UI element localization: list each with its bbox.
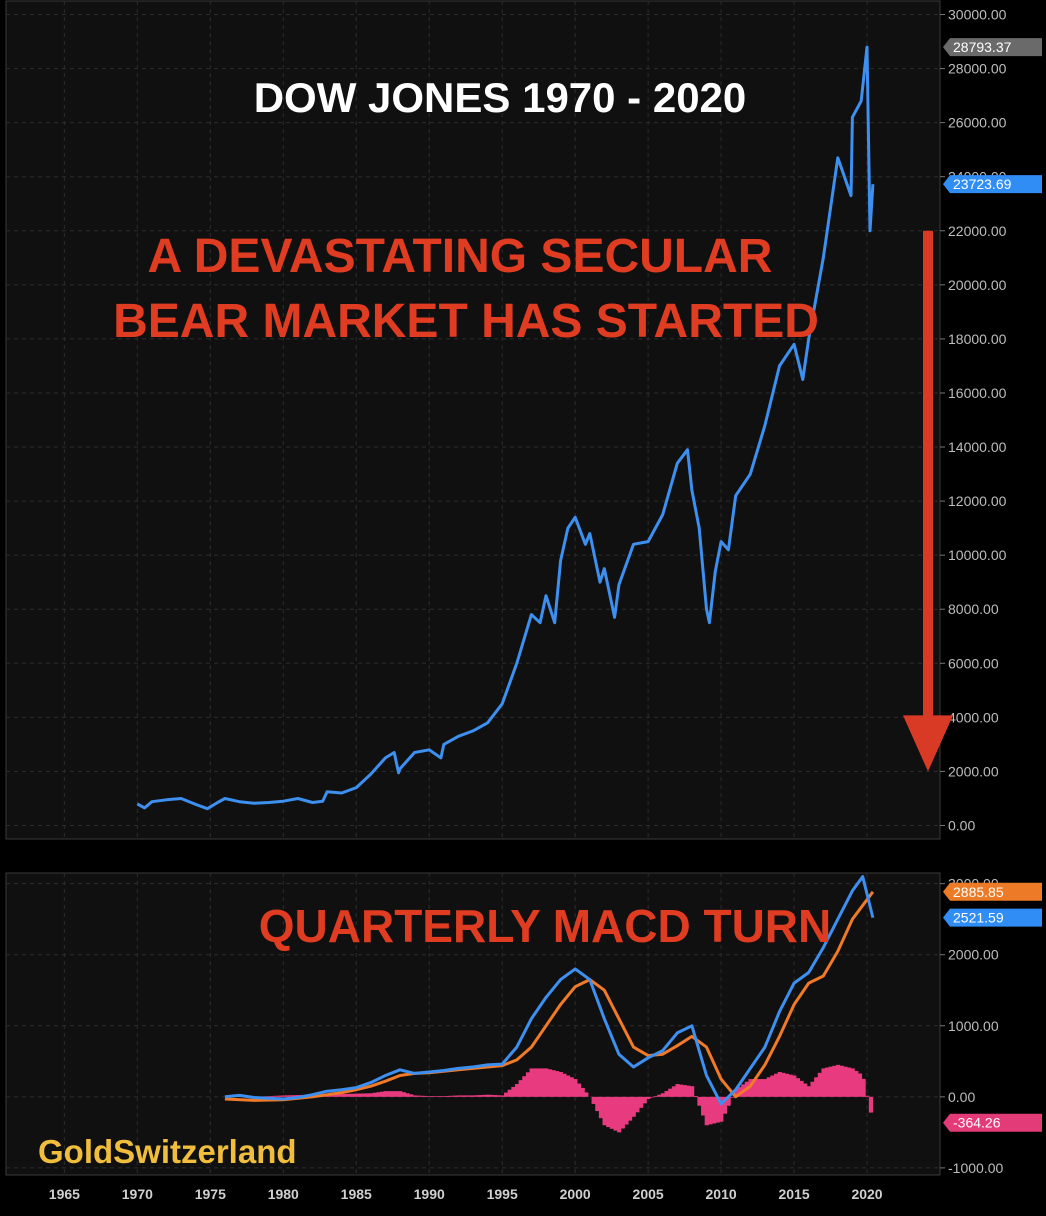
macd-line	[224, 875, 875, 1106]
bear-market-annotation-line-2: BEAR MARKET HAS STARTED	[113, 295, 819, 348]
price-tick-label: 28000.00	[948, 61, 1007, 77]
price-tag	[943, 175, 1042, 194]
x-tick-label: 1975	[195, 1186, 226, 1202]
price-tag	[943, 38, 1042, 57]
price-tag-label: 28793.37	[953, 39, 1012, 55]
price-tick-label: 4000.00	[948, 709, 999, 725]
x-tick-label: 1995	[487, 1186, 518, 1202]
price-tag-label: 23723.69	[953, 176, 1012, 192]
price-tag	[943, 882, 1042, 901]
price-axis-ticks: 30000.0028000.0026000.0024000.0022000.00…	[940, 7, 1007, 833]
price-tag	[943, 908, 1042, 927]
x-tick-label: 2010	[706, 1186, 737, 1202]
x-tick-label: 2020	[851, 1186, 882, 1202]
price-tick-label: 14000.00	[948, 439, 1007, 455]
price-tick-label: 30000.00	[948, 7, 1007, 23]
price-tick-label: 6000.00	[948, 655, 999, 671]
macd-tags: 2885.85 2521.59 -364.26	[943, 882, 1042, 1132]
price-tick-label: 8000.00	[948, 601, 999, 617]
x-tick-label: 2005	[633, 1186, 664, 1202]
bear-market-annotation-line-1: A DEVASTATING SECULAR	[148, 230, 773, 283]
price-grid	[6, 1, 940, 839]
price-tick-label: 10000.00	[948, 547, 1007, 563]
macd-tick-label: 0.00	[948, 1089, 975, 1105]
price-tag-label: 2521.59	[953, 910, 1004, 926]
x-tick-label: 1985	[341, 1186, 372, 1202]
price-tick-label: 18000.00	[948, 331, 1007, 347]
dow-jones-line	[136, 45, 875, 811]
x-axis-ticks: 1965 1970 1975 1980 1985 1990 1995 2000 2005 2010…	[49, 1186, 883, 1202]
x-tick-label: 2000	[560, 1186, 591, 1202]
price-tags: 28793.37 23723.69	[943, 38, 1042, 194]
macd-tick-label: -1000.00	[948, 1160, 1003, 1176]
price-tag-label: 2885.85	[953, 884, 1004, 900]
macd-tick-label: 1000.00	[948, 1018, 999, 1034]
price-tag-label: -364.26	[953, 1115, 1001, 1131]
x-tick-label: 1965	[49, 1186, 80, 1202]
price-tick-label: 22000.00	[948, 223, 1007, 239]
price-tick-label: 12000.00	[948, 493, 1007, 509]
macd-tick-label: 2000.00	[948, 947, 999, 963]
brand-logo: GoldSwitzerland	[38, 1133, 297, 1170]
price-tick-label: 20000.00	[948, 277, 1007, 293]
price-tag	[943, 1113, 1042, 1132]
price-tick-label: 26000.00	[948, 115, 1007, 131]
price-tick-label: 2000.00	[948, 763, 999, 779]
macd-annotation: QUARTERLY MACD TURN	[259, 900, 831, 952]
down-arrow	[903, 230, 953, 772]
x-tick-label: 1980	[268, 1186, 299, 1202]
x-tick-label: 1990	[414, 1186, 445, 1202]
price-panel	[5, 0, 941, 840]
price-tick-label: 0.00	[948, 817, 975, 833]
chart-title: DOW JONES 1970 - 2020	[254, 74, 747, 121]
macd-signal-line	[224, 890, 875, 1102]
x-tick-label: 1970	[122, 1186, 153, 1202]
price-tick-label: 16000.00	[948, 385, 1007, 401]
x-tick-label: 2015	[778, 1186, 809, 1202]
